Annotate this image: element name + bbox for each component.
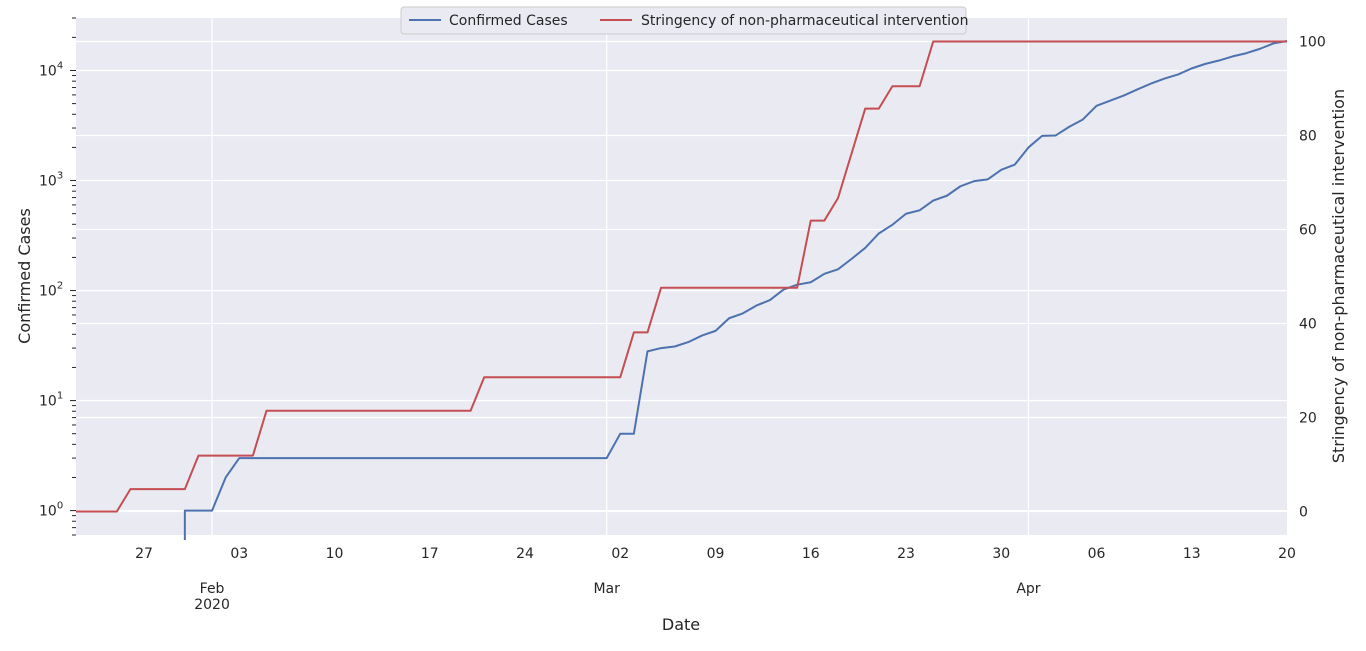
x-tick-label: 10 [326, 546, 344, 562]
x-tick-label: 02 [611, 546, 629, 562]
y-right-axis-title: Stringency of non-pharmaceutical interve… [1329, 89, 1348, 463]
x-axis-title: Date [662, 615, 700, 634]
y-left-tick-label: 104 [39, 60, 63, 79]
series-line-stringency [76, 40, 1287, 513]
y-right-tick-label: 100 [1299, 35, 1326, 51]
x-month-label: Apr [1016, 581, 1040, 597]
legend-box [400, 6, 967, 35]
y-left-tick-label: 100 [39, 501, 63, 520]
legend-label-stringency: Stringency of non-pharmaceutical interve… [641, 13, 968, 29]
x-tick-label: 30 [992, 546, 1010, 562]
y-right-tick-label: 40 [1299, 317, 1317, 333]
plot-background [76, 18, 1287, 535]
x-tick-label: 09 [707, 546, 725, 562]
y-right-tick-label: 0 [1299, 505, 1308, 521]
y-left-tick-label: 102 [39, 281, 63, 300]
x-tick-label: 23 [897, 546, 915, 562]
x-tick-label: 03 [230, 546, 248, 562]
x-month-label: Mar [593, 581, 620, 597]
legend-label-confirmed: Confirmed Cases [449, 13, 568, 29]
x-year-label: 2020 [194, 597, 230, 613]
legend: Confirmed Cases Stringency of non-pharma… [400, 6, 968, 35]
y-right-tick-label: 80 [1299, 129, 1317, 145]
x-month-label: Feb [200, 581, 225, 597]
x-tick-label: 24 [516, 546, 534, 562]
x-tick-label: 20 [1278, 546, 1296, 562]
y-left-tick-label: 101 [39, 391, 63, 410]
x-tick-label: 16 [802, 546, 820, 562]
series-layer [76, 40, 1288, 540]
y-left-tick-label: 103 [39, 171, 63, 190]
x-tick-label: 17 [421, 546, 439, 562]
y-left-axis-title: Confirmed Cases [15, 208, 34, 344]
x-tick-label: 06 [1088, 546, 1106, 562]
series-line-confirmed [183, 40, 1288, 540]
x-tick-label: 13 [1183, 546, 1201, 562]
x-tick-label: 27 [135, 546, 153, 562]
y-right-tick-label: 60 [1299, 223, 1317, 239]
y-right-tick-label: 20 [1299, 411, 1317, 427]
